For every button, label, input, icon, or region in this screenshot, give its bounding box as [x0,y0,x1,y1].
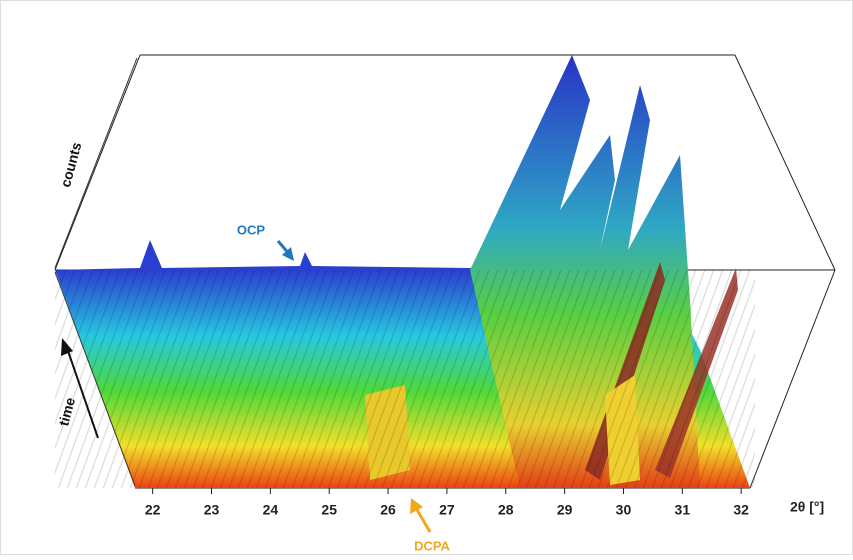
x-tick-label: 24 [263,502,279,518]
x-tick-label: 25 [321,502,337,518]
x-tick-label: 27 [439,502,455,518]
z-axis-ruler [54,57,138,487]
x-tick-label: 26 [380,502,396,518]
time-arrow [61,338,99,439]
annotation-dcpa: DCPA [414,538,450,553]
y-axis-label: time [55,395,78,427]
x-tick-label: 29 [557,502,573,518]
x-tick-label: 22 [145,502,161,518]
x-tick-label: 28 [498,502,514,518]
dcpa-arrow [410,498,432,533]
ocp-arrow [276,240,294,261]
x-axis-label: 2θ [°] [790,499,824,515]
annotation-ocp: OCP [237,222,266,237]
x-tick-label: 31 [675,502,691,518]
x-tick-label: 30 [616,502,632,518]
surface [55,55,755,488]
x-tick-label: 23 [204,502,220,518]
x-tick-label: 32 [733,502,749,518]
